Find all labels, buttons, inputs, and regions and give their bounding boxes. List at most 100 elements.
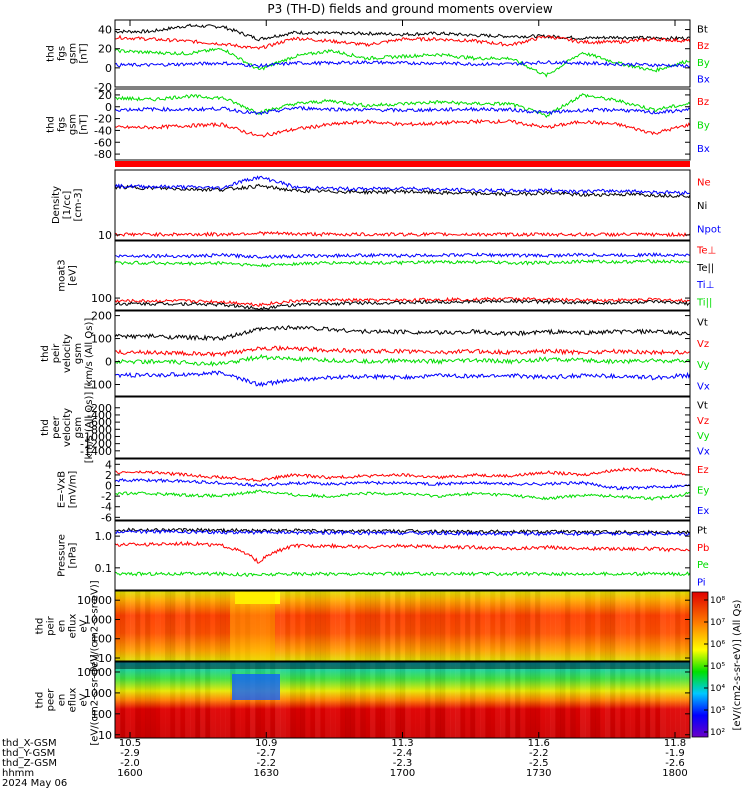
x-row-value: -2.2 bbox=[529, 748, 549, 759]
y-axis-label: thd bbox=[40, 419, 51, 436]
x-row-value: 10.9 bbox=[255, 738, 277, 749]
y-tick-label: -200 bbox=[87, 402, 112, 415]
legend-By: By bbox=[697, 58, 710, 69]
y-tick-label: -1000 bbox=[80, 430, 112, 443]
spectrogram-column bbox=[440, 591, 446, 661]
legend-Ey: Ey bbox=[697, 486, 709, 497]
panel-5: 200 100 0 -100 thd peir velocity gsm [km/s (All … bbox=[40, 310, 710, 397]
series-line-Vz bbox=[114, 344, 691, 358]
legend-Bz: Bz bbox=[697, 97, 709, 108]
spectrogram-column bbox=[565, 662, 571, 738]
spectrogram-column bbox=[275, 591, 281, 661]
spectrogram-column bbox=[410, 591, 416, 661]
y-tick-label: -1200 bbox=[80, 438, 112, 451]
spectrogram-column bbox=[375, 662, 381, 738]
y-tick-label: -20 bbox=[94, 113, 112, 126]
spectrogram-column bbox=[440, 662, 446, 738]
colorbar-tick-label: 10⁶ bbox=[710, 640, 725, 650]
spectrogram-column bbox=[540, 662, 546, 738]
legend-Npot: Npot bbox=[697, 224, 721, 235]
x-row-value: 1800 bbox=[662, 768, 687, 779]
y-tick-label: 40 bbox=[98, 24, 112, 37]
y-axis-label: thd bbox=[46, 116, 57, 133]
spectrogram-column bbox=[385, 662, 391, 738]
y-axis-label: velocity bbox=[62, 334, 73, 373]
spectrogram-column bbox=[155, 662, 161, 738]
spectrogram-column bbox=[630, 662, 636, 738]
x-row-value: 1630 bbox=[254, 768, 279, 779]
spectrogram-column bbox=[185, 662, 191, 738]
spectrogram-column bbox=[215, 662, 221, 738]
legend-Ti⊥: Ti⊥ bbox=[696, 280, 714, 291]
series-line-Pb bbox=[114, 540, 691, 564]
spectrogram-column bbox=[250, 591, 256, 661]
y-tick-label: -80 bbox=[94, 148, 112, 161]
divider-band bbox=[115, 161, 690, 167]
spectrogram-column bbox=[625, 662, 631, 738]
panel-6: -200-400-600-800-1000-1200-1400 thd peer ve… bbox=[40, 392, 710, 464]
spectrogram-column bbox=[210, 591, 216, 661]
spectrogram-column bbox=[545, 591, 551, 661]
spectrogram-feature bbox=[232, 674, 280, 700]
y-tick-label: 10000 bbox=[77, 666, 112, 679]
y-tick-label: -4 bbox=[101, 501, 112, 514]
spectrogram-column bbox=[560, 662, 566, 738]
y-tick-label: -600 bbox=[87, 416, 112, 429]
series-line-Bt bbox=[114, 23, 691, 42]
y-axis-label: [km/s (All Qs)] bbox=[84, 318, 95, 390]
spectrogram-column bbox=[165, 662, 171, 738]
series-line-Npot bbox=[114, 175, 691, 196]
y-tick-label: 0 bbox=[105, 480, 112, 493]
panel-1: 40 20 0 -20 thd fgs gsm [nT] Bt Bz By Bx bbox=[46, 19, 710, 94]
spectrogram-column bbox=[560, 591, 566, 661]
y-axis-label: thd bbox=[40, 345, 51, 362]
spectrogram-column bbox=[220, 662, 226, 738]
y-axis-label: [eV] bbox=[68, 265, 79, 286]
spectrogram-column bbox=[210, 662, 216, 738]
spectrogram-column bbox=[435, 662, 441, 738]
spectrogram-column bbox=[615, 662, 621, 738]
spectrogram-column bbox=[640, 662, 646, 738]
spectrogram-column bbox=[315, 591, 321, 661]
spectrogram-column bbox=[130, 662, 136, 738]
y-tick-label: 1.0 bbox=[95, 530, 113, 543]
spectrogram-column bbox=[325, 662, 331, 738]
y-tick-label: 0.1 bbox=[95, 562, 113, 575]
y-axis-label: eV bbox=[79, 693, 90, 706]
panel-frame bbox=[114, 590, 691, 662]
spectrogram-column bbox=[430, 591, 436, 661]
y-axis-label: gsm bbox=[68, 114, 79, 135]
y-axis-label: [nT] bbox=[79, 43, 90, 63]
panel-frame bbox=[114, 520, 691, 591]
spectrogram-column bbox=[660, 662, 666, 738]
spectrogram-column bbox=[485, 662, 491, 738]
spectrogram-column bbox=[160, 662, 166, 738]
spectrogram-column bbox=[235, 591, 241, 661]
spectrogram-column bbox=[650, 591, 656, 661]
legend-Ni: Ni bbox=[697, 201, 707, 212]
y-axis-label: Density bbox=[51, 186, 62, 224]
spectrogram-column bbox=[135, 662, 141, 738]
spectrogram-column bbox=[200, 591, 206, 661]
x-row-value: 1700 bbox=[390, 768, 415, 779]
y-axis-label: [mV/m] bbox=[68, 471, 79, 509]
series-line-Pi bbox=[114, 529, 691, 537]
chart-title: P3 (TH-D) fields and ground moments over… bbox=[267, 2, 552, 16]
spectrogram-column bbox=[640, 591, 646, 661]
legend-Vz: Vz bbox=[697, 416, 709, 427]
spectrogram-column bbox=[630, 591, 636, 661]
colorbar-tick-label: 10⁸ bbox=[710, 596, 725, 606]
spectrogram-column bbox=[330, 662, 336, 738]
spectrogram-column bbox=[325, 591, 331, 661]
spectrogram-column bbox=[150, 591, 156, 661]
spectrogram-column bbox=[620, 662, 626, 738]
spectrogram-column bbox=[405, 662, 411, 738]
spectrogram-column bbox=[195, 591, 201, 661]
spectrogram-column bbox=[360, 662, 366, 738]
y-tick-label: -2 bbox=[101, 490, 112, 503]
x-row-value: -2.4 bbox=[393, 748, 413, 759]
spectrogram-column bbox=[475, 591, 481, 661]
spectrogram-column bbox=[405, 591, 411, 661]
spectrogram-column bbox=[495, 591, 501, 661]
y-axis-label: eflux bbox=[68, 688, 79, 713]
